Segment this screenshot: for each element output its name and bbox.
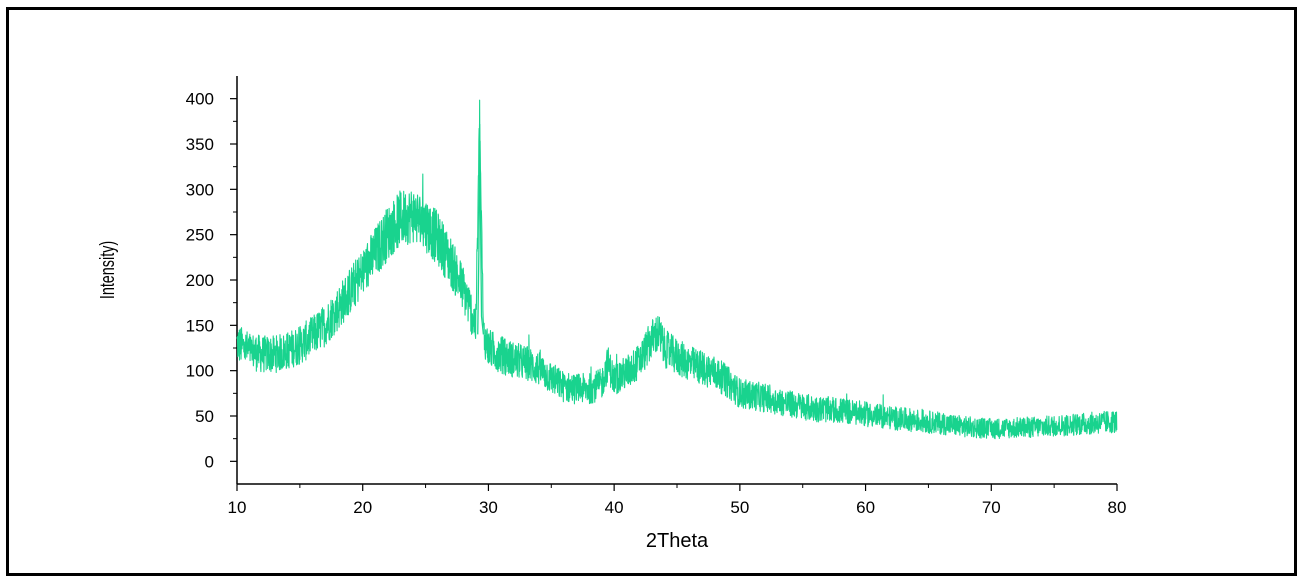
y-tick-label: 50 bbox=[195, 407, 214, 426]
y-tick-label: 400 bbox=[186, 90, 214, 109]
y-tick-label: 0 bbox=[205, 452, 214, 471]
x-tick-label: 20 bbox=[353, 498, 372, 517]
series-peak bbox=[477, 124, 485, 335]
plot-area bbox=[236, 99, 1118, 440]
x-tick-label: 60 bbox=[856, 498, 875, 517]
x-tick-label: 80 bbox=[1108, 498, 1127, 517]
x-tick-label: 70 bbox=[982, 498, 1001, 517]
x-tick-label: 50 bbox=[730, 498, 749, 517]
x-axis-label: 2Theta bbox=[646, 530, 709, 552]
y-axis-label: Intensity) bbox=[96, 241, 119, 299]
x-tick-label: 40 bbox=[605, 498, 624, 517]
y-tick-label: 150 bbox=[186, 316, 214, 335]
y-tick-label: 300 bbox=[186, 180, 214, 199]
series-line bbox=[236, 99, 1118, 440]
y-tick-label: 200 bbox=[186, 271, 214, 290]
y-tick-label: 350 bbox=[186, 135, 214, 154]
x-tick-label: 10 bbox=[228, 498, 247, 517]
y-tick-label: 100 bbox=[186, 362, 214, 381]
axes: 10 20 30 40 50 60 70 80 0 50 100 150 200 250 300 350 400 bbox=[186, 76, 1127, 517]
y-tick-label: 250 bbox=[186, 226, 214, 245]
x-tick-label: 30 bbox=[479, 498, 498, 517]
chart-frame bbox=[6, 7, 1297, 576]
